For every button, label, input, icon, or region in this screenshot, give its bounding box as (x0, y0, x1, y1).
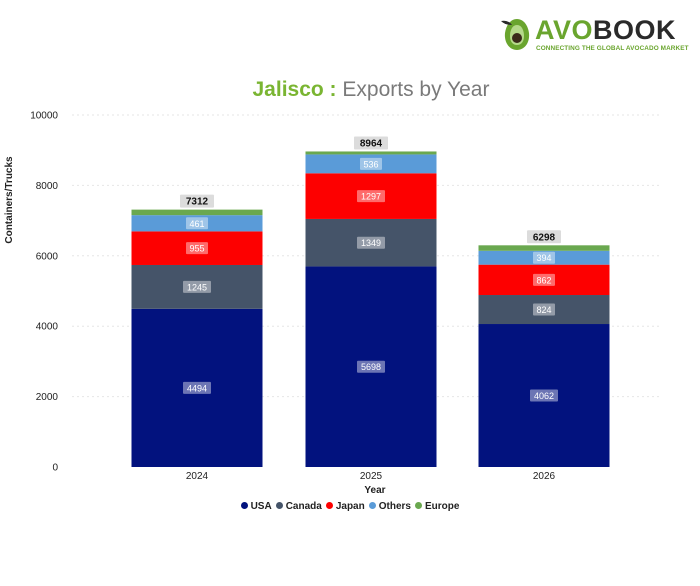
data-label-bg (533, 273, 555, 286)
data-label-bg (186, 242, 208, 255)
y-tick-label: 4000 (36, 322, 59, 333)
legend-swatch (240, 502, 248, 509)
data-label-bg (183, 381, 211, 394)
bar-segment-others-2025 (305, 154, 437, 174)
x-tick-label: 2025 (360, 471, 383, 482)
total-label: 8964 (360, 138, 383, 149)
x-tick-label: 2026 (533, 471, 556, 482)
data-label-bg (183, 280, 211, 293)
avobook-logo: AVOBOOK CONNECTING THE GLOBAL AVOCADO MA… (497, 15, 692, 55)
data-label-canada: 1245 (187, 282, 207, 292)
brand-name: AVOBOOK (535, 15, 676, 45)
legend-label: Canada (285, 501, 322, 512)
total-label-bg (180, 194, 214, 208)
bar-segment-usa-2024 (131, 308, 263, 467)
data-label-usa: 5698 (361, 362, 381, 372)
chart-legend: USA Canada Japan Others Europe (0, 501, 700, 512)
x-tick-label: 2024 (186, 471, 209, 482)
data-label-bg (360, 157, 382, 170)
total-label-bg (354, 136, 388, 150)
avocado-icon (501, 19, 530, 50)
legend-item-usa: USA (240, 501, 272, 512)
data-label-usa: 4062 (534, 391, 554, 401)
bar-segment-others-2026 (478, 250, 610, 265)
brand-tagline: CONNECTING THE GLOBAL AVOCADO MARKET (536, 45, 689, 52)
bar-segment-europe-2026 (478, 245, 610, 251)
bar-segment-canada-2026 (478, 295, 610, 325)
data-label-bg (186, 217, 208, 230)
bar-segment-canada-2025 (305, 218, 437, 267)
x-axis-label: Year (364, 485, 386, 496)
total-label-bg (527, 230, 561, 244)
data-label-bg (357, 236, 385, 249)
legend-swatch (275, 502, 283, 509)
legend-item-europe: Europe (414, 501, 460, 512)
y-tick-label: 6000 (36, 251, 59, 262)
legend-label: Japan (335, 501, 365, 512)
data-label-others: 394 (536, 253, 551, 263)
y-tick-label: 10000 (30, 111, 58, 122)
chart-title-region: Jalisco : (252, 78, 337, 101)
bar-segment-japan-2024 (131, 231, 263, 265)
y-tick-label: 8000 (36, 181, 59, 192)
legend-label: USA (250, 501, 272, 512)
data-label-bg (530, 389, 558, 402)
legend-swatch (414, 502, 422, 509)
bar-segment-japan-2026 (478, 264, 610, 296)
legend-swatch (368, 502, 376, 509)
brand-name-part1: AVO (535, 15, 594, 45)
data-label-canada: 1349 (361, 238, 381, 248)
bar-segment-japan-2025 (305, 173, 437, 219)
data-label-japan: 1297 (361, 192, 381, 202)
bar-segment-others-2024 (131, 215, 263, 232)
bar-segment-usa-2025 (305, 266, 437, 467)
data-label-japan: 955 (189, 244, 204, 254)
data-label-others: 461 (189, 219, 204, 229)
data-label-others: 536 (363, 159, 378, 169)
y-tick-label: 0 (52, 463, 58, 474)
legend-swatch (325, 502, 333, 509)
data-label-usa: 4494 (187, 383, 207, 393)
total-label: 6298 (533, 232, 556, 243)
data-label-canada: 824 (536, 305, 551, 315)
bar-segment-canada-2024 (131, 264, 263, 309)
data-label-bg (357, 190, 385, 203)
legend-item-canada: Canada (275, 501, 322, 512)
legend-label: Others (378, 501, 411, 512)
chart-title-subject: Exports by Year (342, 78, 490, 101)
data-label-japan: 862 (536, 275, 551, 285)
data-label-bg (357, 360, 385, 373)
bar-segment-europe-2025 (305, 151, 437, 155)
legend-item-others: Others (368, 501, 411, 512)
bar-segment-usa-2026 (478, 324, 610, 467)
legend-label: Europe (424, 501, 460, 512)
legend-item-japan: Japan (325, 501, 365, 512)
bar-segment-europe-2024 (131, 209, 263, 216)
data-label-bg (533, 251, 555, 264)
chart-title: Jalisco : Exports by Year (0, 76, 700, 104)
total-label: 7312 (186, 197, 209, 208)
y-tick-label: 2000 (36, 392, 59, 403)
brand-name-part2: BOOK (593, 15, 677, 45)
data-label-bg (533, 303, 555, 316)
